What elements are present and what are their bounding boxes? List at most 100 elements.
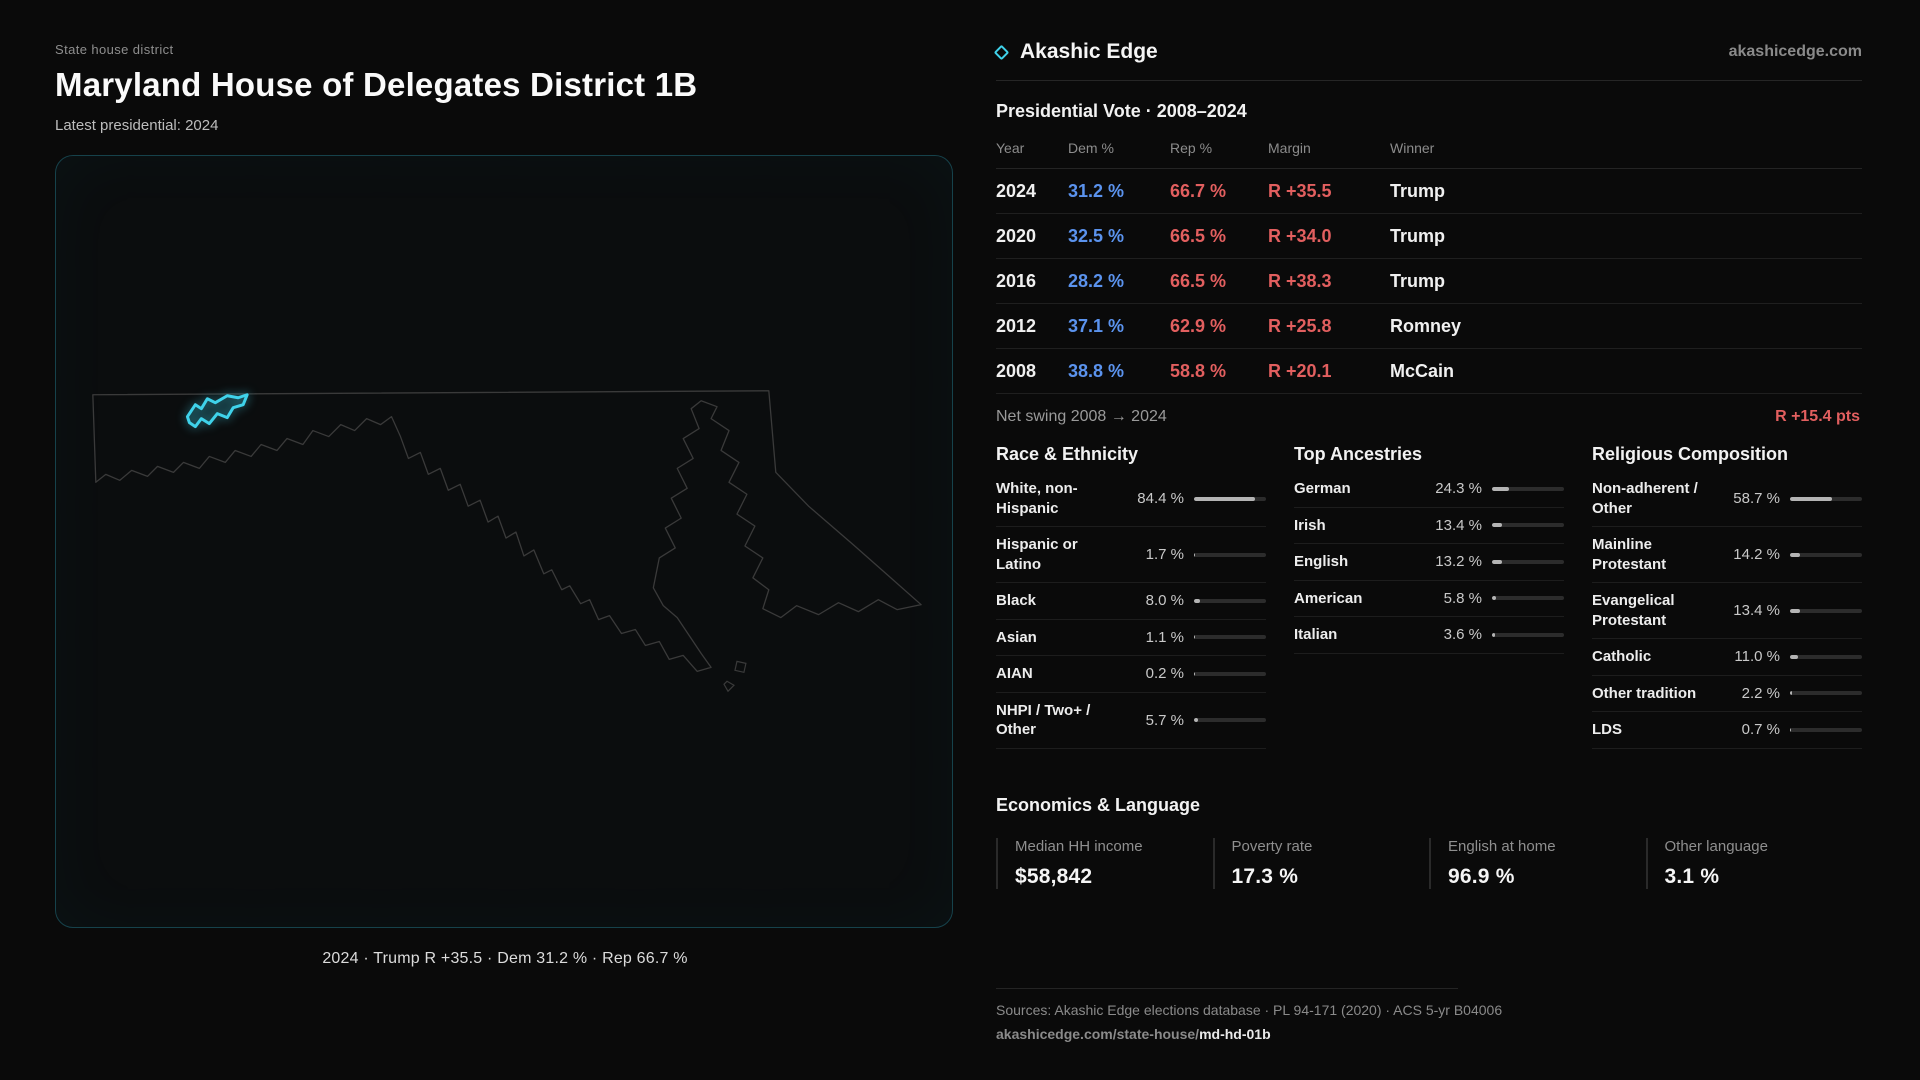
footer: Sources: Akashic Edge elections database…	[996, 988, 1862, 1044]
religion-label: Mainline Protestant	[1592, 536, 1667, 573]
vote-dem: 28.2 %	[1068, 259, 1170, 304]
net-swing-value: R +15.4 pts	[1775, 408, 1860, 425]
race-bar	[1194, 671, 1266, 676]
religion-row: Other tradition 2.2 %	[1592, 676, 1862, 712]
col-header-margin: Margin	[1268, 132, 1390, 169]
col-header-dem: Dem %	[1068, 132, 1170, 169]
ancestry-row: American 5.8 %	[1294, 581, 1564, 617]
page-title: Maryland House of Delegates District 1B	[55, 66, 698, 103]
stat-poverty-rate: Poverty rate 17.3 %	[1212, 837, 1430, 889]
stat-value: 3.1 %	[1664, 864, 1720, 888]
map-caption: 2024 · Trump R +35.5 · Dem 31.2 % · Rep …	[322, 950, 688, 967]
religion-row: Evangelical Protestant 13.4 %	[1592, 583, 1862, 639]
vote-winner: McCain	[1390, 349, 1862, 394]
economics-section-title: Economics & Language	[996, 794, 1201, 815]
district-hero: State house district Maryland House of D…	[55, 42, 955, 968]
brand-domain-link[interactable]: akashicedge.com	[1728, 43, 1862, 60]
col-header-winner: Winner	[1390, 132, 1862, 169]
vote-dem: 32.5 %	[1068, 214, 1170, 259]
vote-rep: 62.9 %	[1170, 304, 1268, 349]
race-section-title: Race & Ethnicity	[996, 444, 1139, 464]
ancestry-row: Italian 3.6 %	[1294, 617, 1564, 654]
ancestry-label: Irish	[1294, 516, 1326, 534]
stats-panel: Akashic Edge akashicedge.com Presidentia…	[993, 40, 1862, 889]
religion-bar	[1790, 727, 1862, 732]
religion-bar	[1790, 691, 1862, 696]
sources-text: Sources: Akashic Edge elections database…	[996, 1002, 1503, 1018]
race-bar	[1194, 635, 1266, 640]
district-1b-shape	[185, 393, 249, 429]
bay-island-1	[734, 660, 747, 674]
religion-bar	[1790, 608, 1862, 613]
economics-stats: Median HH income $58,842 Poverty rate 17…	[996, 837, 1862, 889]
vote-margin: R +35.5	[1268, 169, 1390, 214]
religion-label: Other tradition	[1592, 684, 1697, 702]
footer-url-prefix: akashicedge.com/state-house/	[996, 1026, 1200, 1042]
race-label: Black	[996, 592, 1037, 609]
race-bar	[1194, 718, 1266, 722]
race-row: NHPI / Two+ / Other 5.7 %	[996, 693, 1266, 749]
vote-year: 2008	[996, 349, 1068, 394]
ancestry-label: English	[1294, 553, 1349, 570]
race-row: Hispanic or Latino 1.7 %	[996, 527, 1266, 583]
header-divider	[996, 80, 1862, 81]
vote-winner: Romney	[1390, 304, 1862, 349]
ancestry-value: 13.2 %	[1435, 553, 1482, 571]
vote-margin: R +34.0	[1268, 214, 1390, 259]
race-value: 8.0 %	[1145, 592, 1184, 610]
presidential-vote-table: Year Dem % Rep % Margin Winner 2024 31.2…	[996, 132, 1862, 394]
race-label: NHPI / Two+ / Other	[996, 701, 1091, 739]
vote-rep: 66.5 %	[1170, 259, 1268, 304]
vote-margin: R +20.1	[1268, 349, 1390, 394]
race-label: Asian	[996, 628, 1037, 646]
religion-column: Religious Composition Non-adherent / Oth…	[1592, 444, 1862, 749]
stat-value: 17.3 %	[1231, 864, 1299, 888]
footer-divider	[996, 988, 1458, 989]
religion-row: LDS 0.7 %	[1592, 712, 1862, 749]
col-header-rep: Rep %	[1170, 132, 1268, 169]
ancestry-label: Italian	[1294, 626, 1338, 643]
ancestry-bar	[1492, 523, 1564, 528]
ancestry-bar	[1492, 486, 1564, 491]
race-value: 5.7 %	[1145, 711, 1184, 729]
race-row: AIAN 0.2 %	[996, 656, 1266, 693]
stat-label: Poverty rate	[1231, 837, 1313, 855]
ancestry-label: American	[1294, 589, 1363, 607]
ancestry-row: Irish 13.4 %	[1294, 508, 1564, 544]
religion-value: 11.0 %	[1734, 648, 1780, 666]
religion-label: LDS	[1592, 721, 1622, 738]
race-value: 1.7 %	[1145, 546, 1184, 563]
race-row: White, non-Hispanic 84.4 %	[996, 471, 1266, 527]
race-value: 0.2 %	[1145, 665, 1184, 683]
race-row: Black 8.0 %	[996, 583, 1266, 620]
religion-label: Evangelical Protestant	[1592, 592, 1675, 629]
religion-label: Non-adherent / Other	[1592, 480, 1698, 517]
stat-value: $58,842	[1015, 864, 1093, 888]
religion-value: 2.2 %	[1741, 684, 1780, 702]
vote-rep: 66.5 %	[1170, 214, 1268, 259]
brand-lockup: Akashic Edge	[993, 40, 1158, 64]
ancestry-bar	[1492, 559, 1564, 564]
vote-dem: 37.1 %	[1068, 304, 1170, 349]
vote-margin: R +25.8	[1268, 304, 1390, 349]
vote-dem: 31.2 %	[1068, 169, 1170, 214]
religion-section-title: Religious Composition	[1592, 444, 1788, 464]
col-header-year: Year	[996, 132, 1068, 169]
race-bar	[1194, 552, 1266, 557]
ancestry-value: 5.8 %	[1443, 589, 1482, 607]
vote-rep: 66.7 %	[1170, 169, 1268, 214]
race-label: AIAN	[996, 665, 1033, 682]
stat-label: Other language	[1664, 837, 1768, 855]
ancestry-value: 24.3 %	[1435, 480, 1482, 498]
ancestry-value: 3.6 %	[1443, 626, 1482, 644]
ancestry-row: English 13.2 %	[1294, 544, 1564, 581]
vote-dem: 38.8 %	[1068, 349, 1170, 394]
race-label: Hispanic or Latino	[996, 536, 1078, 573]
footer-url-link[interactable]: akashicedge.com/state-house/md-hd-01b	[996, 1026, 1271, 1042]
vote-year: 2016	[996, 259, 1068, 304]
diamond-logo-icon	[993, 44, 1010, 60]
vote-year: 2020	[996, 214, 1068, 259]
race-value: 1.1 %	[1145, 628, 1184, 646]
religion-row: Mainline Protestant 14.2 %	[1592, 527, 1862, 583]
religion-row: Non-adherent / Other 58.7 %	[1592, 471, 1862, 527]
